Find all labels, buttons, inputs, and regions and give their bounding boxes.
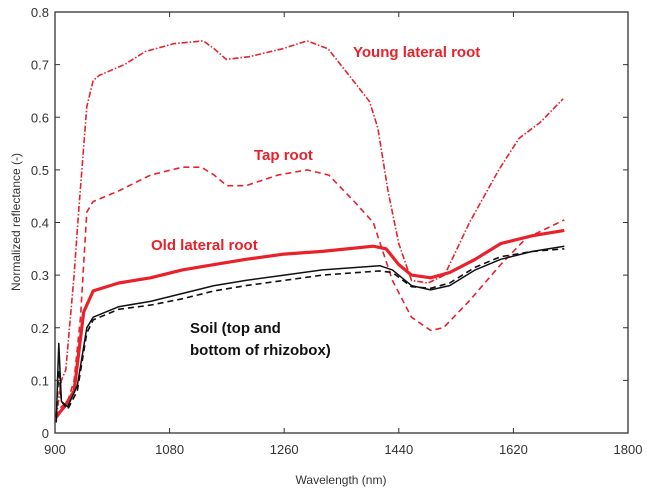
axis-ticks: 900 1080 1260 1440 1620 1800 0 0.1 0.2 0.3 0.4 0.5 0…	[31, 5, 643, 457]
y-tick-label: 0.4	[31, 216, 49, 231]
y-tick-label: 0.3	[31, 268, 49, 283]
y-tick-label: 0.7	[31, 58, 49, 73]
y-tick-label: 0.1	[31, 373, 49, 388]
y-axis-label: Normalized reflectance (-)	[9, 153, 23, 291]
annotation-soil-line1: Soil (top and	[190, 320, 281, 337]
annotation-soil-line2: bottom of rhizobox)	[190, 342, 331, 359]
x-tick-label: 900	[44, 442, 66, 457]
y-tick-label: 0.8	[31, 5, 49, 20]
annotation-young-lateral-root: Young lateral root	[353, 44, 480, 61]
plot-frame	[54, 11, 629, 434]
y-tick-label: 0.6	[31, 110, 49, 125]
series-line-old-lateral-root	[54, 228, 565, 419]
x-tick-label: 1440	[384, 442, 413, 457]
x-axis-label: Wavelength (nm)	[296, 473, 387, 487]
x-tick-label: 1080	[155, 442, 184, 457]
series-line-young-lateral-root	[55, 40, 564, 418]
y-tick-label: 0	[42, 426, 49, 441]
series-lines	[54, 40, 565, 423]
series-line-tap-root	[55, 166, 565, 418]
annotation-old-lateral-root: Old lateral root	[151, 237, 258, 254]
y-tick-label: 0.5	[31, 163, 49, 178]
y-tick-label: 0.2	[31, 321, 49, 336]
series-line-soil-top	[55, 245, 565, 423]
x-tick-label: 1260	[270, 442, 299, 457]
annotation-tap-root: Tap root	[254, 147, 313, 164]
series-line-soil-bottom	[55, 248, 565, 418]
x-tick-label: 1800	[614, 442, 643, 457]
x-tick-label: 1620	[499, 442, 528, 457]
